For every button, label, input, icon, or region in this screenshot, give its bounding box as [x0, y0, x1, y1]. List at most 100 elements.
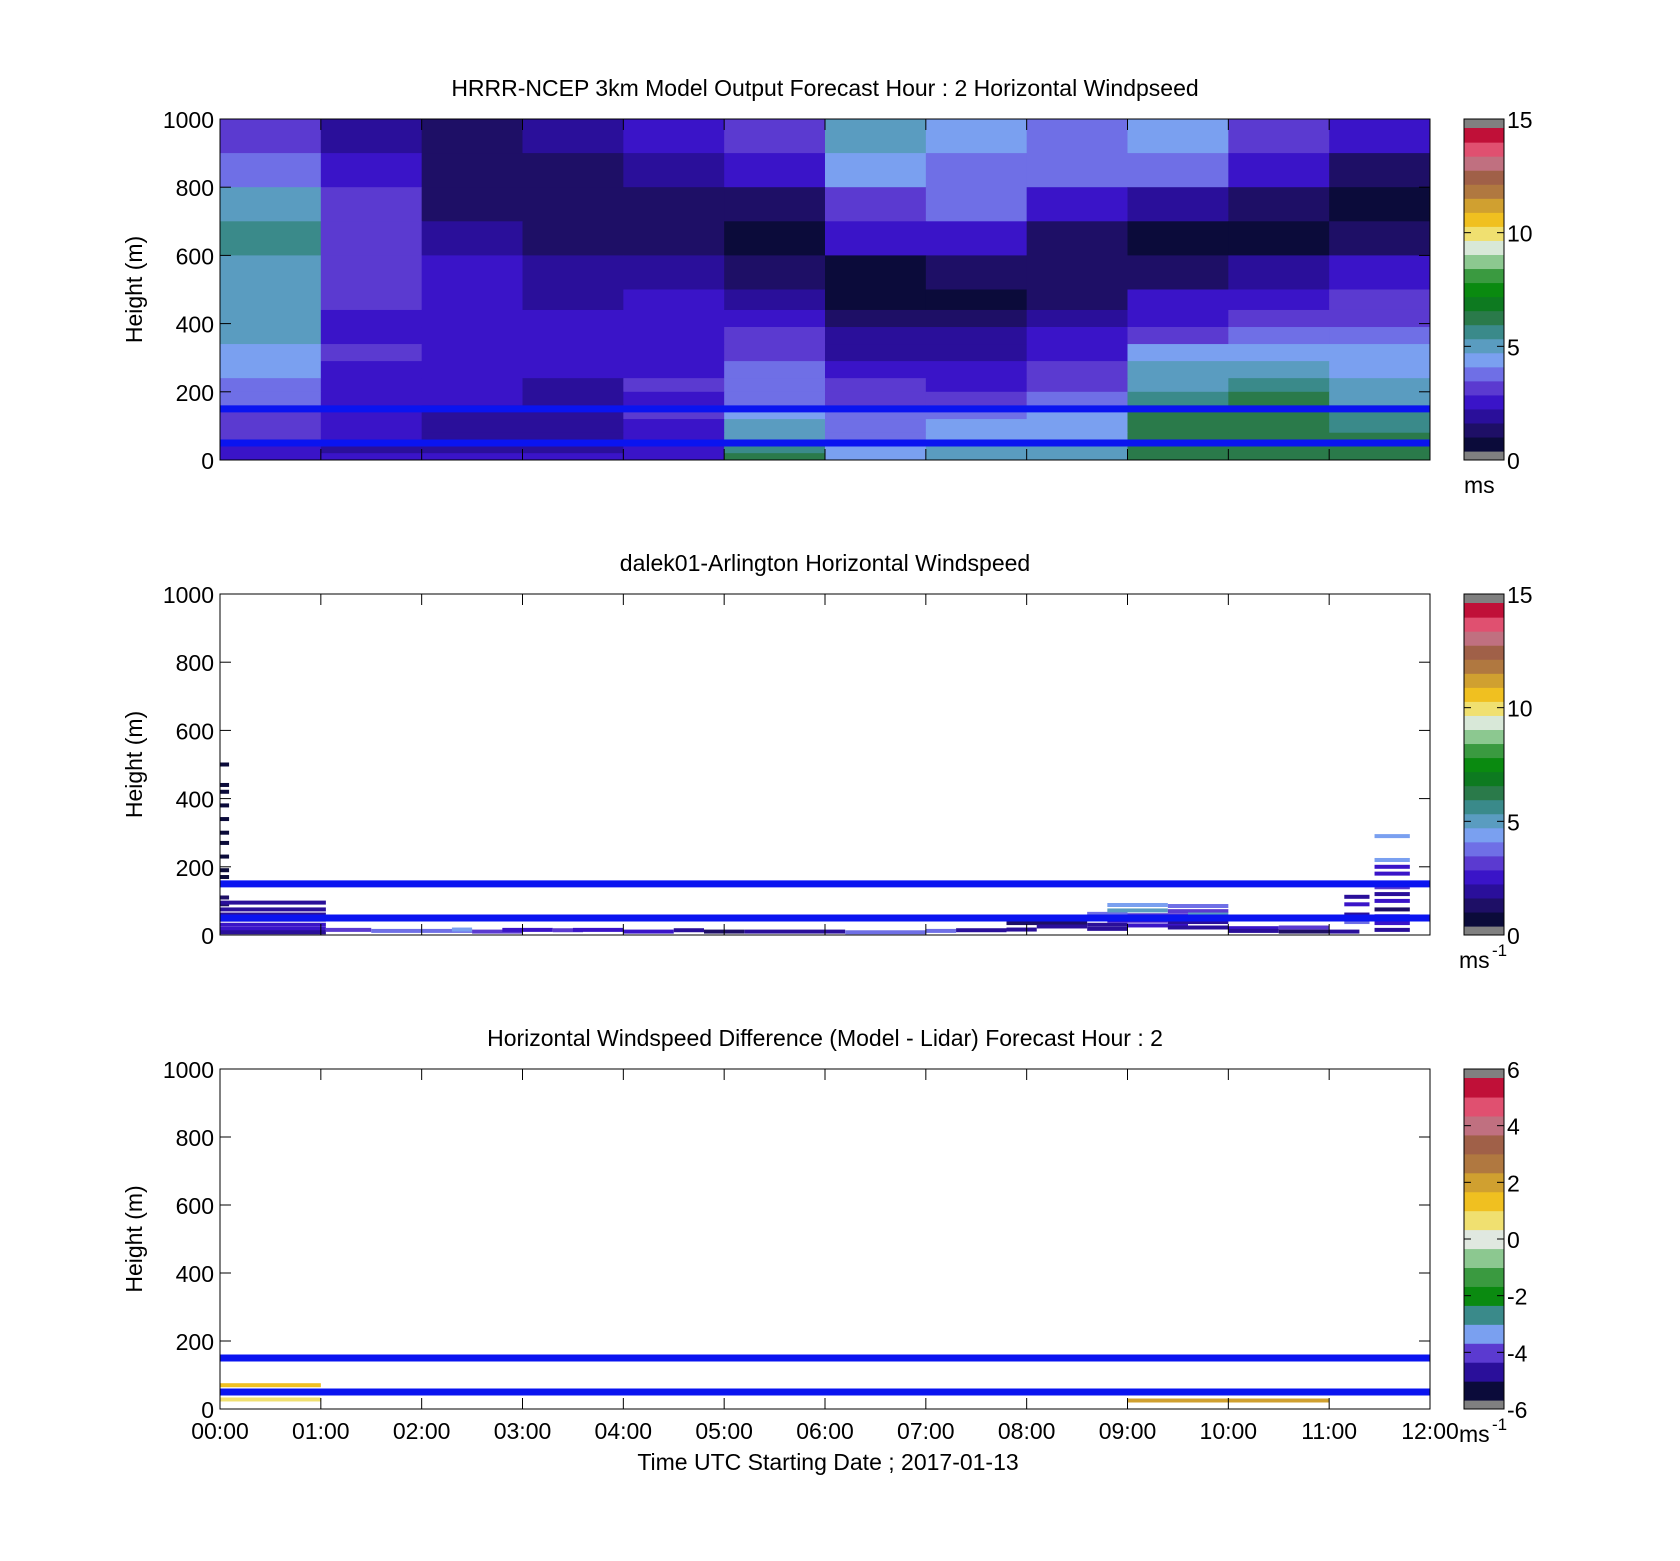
colorbar-swatch: [1464, 1362, 1504, 1382]
heatmap-cell: [522, 289, 624, 311]
colorbar-swatch: [1464, 1172, 1504, 1193]
data-segment: [220, 922, 326, 927]
heatmap-cell: [1127, 187, 1229, 222]
heatmap-cell: [825, 446, 927, 454]
heatmap-cell: [825, 309, 927, 328]
colorbar-swatch: [1464, 743, 1504, 759]
heatmap-cell: [522, 255, 624, 290]
data-segment: [956, 928, 1007, 933]
data-segment: [1374, 864, 1410, 869]
heatmap-cell: [1127, 446, 1229, 454]
heatmap-cell: [220, 221, 322, 256]
colorbar-swatch: [1464, 366, 1504, 382]
colorbar: 0 5 10 15 ms -1: [1459, 582, 1533, 973]
data-segment: [1374, 921, 1410, 926]
colorbar-swatch: [1464, 785, 1504, 801]
data-segment: [220, 782, 230, 787]
colorbar-tick-label: 6: [1507, 1057, 1520, 1083]
heatmap-cell: [522, 187, 624, 222]
data-segment: [1087, 922, 1128, 927]
colorbar-swatch: [1464, 1343, 1504, 1363]
colorbar-swatch: [1464, 240, 1504, 255]
x-axis-label: Time UTC Starting Date ; 2017-01-13: [637, 1449, 1018, 1475]
heatmap-cell: [421, 344, 523, 362]
data-segment: [1107, 902, 1168, 907]
colorbar-swatch: [1464, 226, 1504, 241]
colorbar-swatch: [1464, 170, 1504, 185]
heatmap-cell: [1329, 419, 1431, 434]
heatmap-cell: [320, 309, 423, 328]
heatmap-cell: [522, 361, 624, 379]
heatmap-cell: [1127, 255, 1229, 290]
heatmap-cell: [522, 327, 624, 345]
heatmap-cell: [220, 344, 322, 362]
data-segment: [220, 875, 230, 880]
colorbar-swatch: [1464, 701, 1504, 716]
heatmap-cell: [1228, 289, 1330, 311]
data-segment: [1127, 923, 1188, 928]
heatmap-cell: [925, 119, 1028, 154]
heatmap-cell: [522, 453, 624, 461]
heatmap-cell: [421, 419, 523, 434]
heatmap-cell: [522, 344, 624, 362]
heatmap-cell: [1127, 344, 1229, 362]
x-tick-label: 07:00: [897, 1418, 955, 1444]
data-segment: [220, 926, 326, 931]
heatmap-cell: [724, 344, 826, 362]
colorbar-swatch: [1464, 1115, 1504, 1136]
y-tick-label: 1000: [163, 107, 214, 133]
data-segment: [1374, 871, 1410, 876]
heatmap-cell: [220, 309, 322, 328]
y-tick-label: 400: [176, 787, 214, 813]
heatmap-cell: [1026, 221, 1128, 256]
data-segment: [1167, 920, 1229, 925]
data-segment: [1167, 904, 1229, 909]
heatmap-cell: [724, 446, 826, 454]
colorbar-swatch: [1464, 603, 1504, 618]
data-segment: [220, 789, 230, 794]
heatmap-cell: [1228, 419, 1330, 434]
heatmap-cell: [1228, 221, 1330, 256]
data-segment: [1329, 929, 1360, 934]
heatmap-cell: [421, 327, 523, 345]
heatmap-cell: [825, 419, 927, 434]
heatmap-cell: [220, 327, 322, 345]
colorbar-swatch: [1464, 645, 1504, 660]
data-segment: [572, 927, 624, 932]
data-segment: [1006, 927, 1037, 932]
y-tick-label: 200: [176, 1329, 214, 1355]
colorbar-swatch: [1464, 310, 1504, 326]
colorbar-tick-label: 10: [1507, 696, 1533, 722]
data-segment: [220, 854, 230, 859]
colorbar-swatch: [1464, 757, 1504, 773]
data-segment: [325, 927, 372, 932]
colorbar-cap: [1464, 1069, 1504, 1078]
heatmap-cell: [724, 391, 826, 406]
colorbar-swatch: [1464, 1153, 1504, 1174]
colorbar-swatch: [1464, 813, 1504, 829]
data-segment: [220, 1383, 321, 1388]
x-tick-label: 05:00: [695, 1418, 753, 1444]
x-tick-label: 00:00: [191, 1418, 249, 1444]
heatmap-cell: [825, 327, 927, 345]
heatmap-cell: [522, 221, 624, 256]
heatmap-cell: [220, 446, 322, 454]
heatmap-cell: [1329, 119, 1431, 154]
heatmap-cell: [522, 391, 624, 406]
heatmap-cell: [1228, 187, 1330, 222]
y-tick-label: 800: [176, 650, 214, 676]
heatmap-cell: [220, 255, 322, 290]
colorbar-swatch: [1464, 1305, 1504, 1325]
data-segment: [1036, 924, 1088, 929]
y-tick-label: 400: [176, 1261, 214, 1287]
colorbar-tick-label: 5: [1507, 809, 1520, 835]
heatmap-cell: [1329, 187, 1431, 222]
heatmap-cell: [522, 119, 624, 154]
colorbar-swatch: [1464, 1191, 1504, 1212]
heatmap-cell: [623, 391, 725, 406]
heatmap-cell: [925, 289, 1028, 311]
colorbar-swatch: [1464, 1381, 1504, 1401]
colorbar-swatch: [1464, 324, 1504, 340]
data-segment: [1278, 929, 1330, 934]
data-segment: [220, 900, 326, 905]
